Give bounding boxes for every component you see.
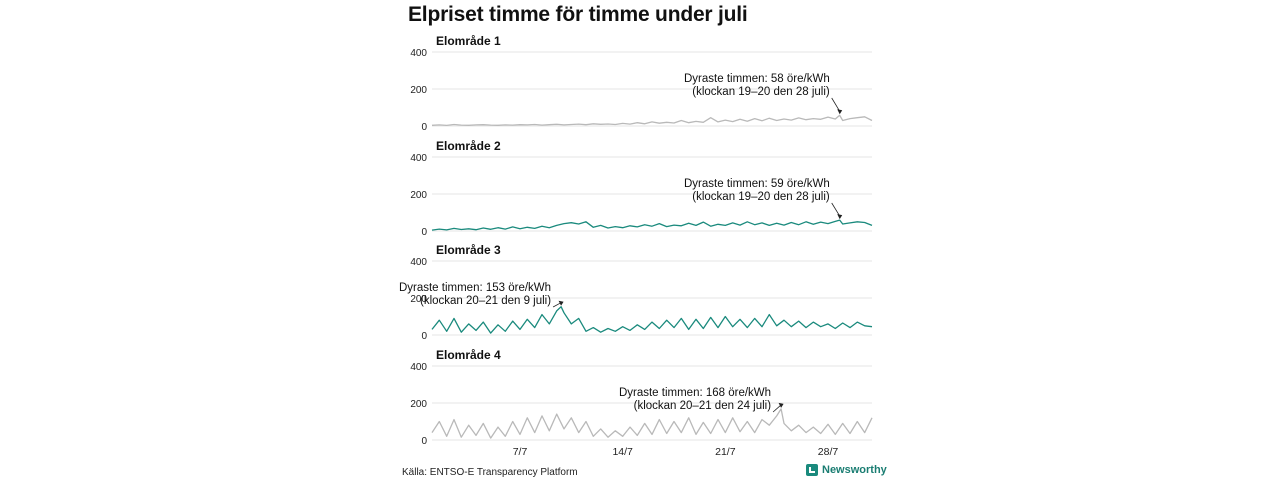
y-tick-label: 400 (410, 362, 427, 373)
source-note: Källa: ENTSO-E Transparency Platform (402, 467, 578, 478)
annotation-arrow (552, 302, 562, 308)
annotation-arrow (831, 202, 841, 217)
panel-title: Elområde 4 (436, 348, 501, 362)
brand-logo: Newsworthy (806, 464, 887, 476)
annotation-label: (klockan 19–20 den 28 juli) (692, 86, 830, 98)
panel-title: Elområde 1 (436, 34, 501, 48)
annotation-label: (klockan 19–20 den 28 juli) (692, 191, 830, 203)
y-tick-label: 200 (410, 399, 427, 410)
annotation-arrow (831, 97, 841, 112)
x-tick-label: 21/7 (715, 446, 736, 458)
annotation-label: Dyraste timmen: 168 öre/kWh (619, 387, 771, 399)
brand-name: Newsworthy (822, 464, 887, 476)
annotation-label: (klockan 20–21 den 9 juli) (420, 295, 551, 307)
series-line (431, 408, 873, 439)
y-tick-label: 0 (421, 122, 427, 133)
series-line (431, 114, 873, 127)
annotation-label: Dyraste timmen: 153 öre/kWh (399, 282, 551, 294)
annotation-label: Dyraste timmen: 58 öre/kWh (684, 73, 830, 85)
series-line (431, 219, 873, 231)
y-tick-label: 200 (410, 294, 427, 305)
annotation-label: (klockan 20–21 den 24 juli) (634, 400, 772, 412)
panel-title: Elområde 3 (436, 243, 501, 257)
y-tick-label: 400 (410, 257, 427, 268)
y-tick-label: 200 (410, 85, 427, 96)
annotation-arrow (772, 404, 782, 413)
chart-title: Elpriset timme för timme under juli (408, 3, 748, 26)
annotation-arrowhead (837, 109, 843, 115)
y-tick-label: 0 (421, 436, 427, 447)
y-tick-label: 200 (410, 190, 427, 201)
newsworthy-logo-icon (806, 464, 818, 476)
annotation-arrowhead (558, 300, 564, 306)
series-line (431, 306, 873, 334)
x-tick-label: 7/7 (513, 446, 528, 458)
panel-title: Elområde 2 (436, 139, 501, 153)
y-tick-label: 400 (410, 153, 427, 164)
annotation-arrowhead (837, 214, 843, 220)
annotation-arrowhead (778, 402, 784, 408)
y-tick-label: 0 (421, 227, 427, 238)
annotation-label: Dyraste timmen: 59 öre/kWh (684, 178, 830, 190)
x-tick-label: 14/7 (612, 446, 633, 458)
y-tick-label: 0 (421, 331, 427, 342)
x-tick-label: 28/7 (818, 446, 839, 458)
y-tick-label: 400 (410, 48, 427, 59)
